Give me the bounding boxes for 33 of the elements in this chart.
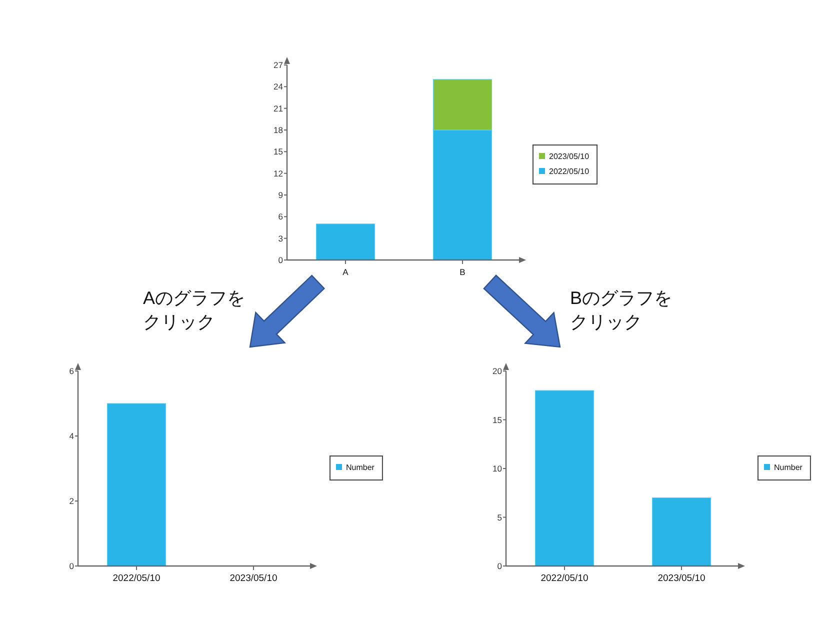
x-tick-label: B — [460, 267, 466, 277]
y-tick-label: 4 — [69, 431, 74, 441]
text: Aのグラフをクリック — [143, 287, 246, 334]
y-tick-label: 5 — [497, 512, 502, 522]
legend: Number — [330, 456, 383, 480]
y-tick-label: 6 — [69, 366, 74, 376]
x-tick-label: 2023/05/10 — [658, 573, 706, 584]
y-tick-label: 0 — [497, 561, 502, 571]
x-tick-label: A — [342, 267, 349, 277]
y-tick-label: 10 — [492, 464, 502, 474]
legend: Number — [758, 456, 811, 480]
y-tick-label: 21 — [274, 103, 284, 114]
y-tick-label: 3 — [278, 233, 284, 244]
y-tick-label: 24 — [274, 82, 284, 92]
y-tick-label: 15 — [274, 146, 284, 157]
y-tick-label: 0 — [69, 561, 74, 571]
y-tick-label: 6 — [278, 212, 284, 222]
y-tick-label: 18 — [274, 125, 284, 135]
legend-label: 2023/05/10 — [549, 152, 590, 161]
x-tick-label: 2023/05/10 — [230, 573, 278, 584]
x-tick-label: 2022/05/10 — [540, 573, 588, 584]
y-tick-label: 9 — [278, 190, 284, 200]
legend-label: Number — [774, 463, 803, 472]
y-tick-label: 2 — [69, 496, 74, 506]
y-tick-label: 27 — [274, 60, 284, 70]
y-tick-label: 15 — [492, 414, 502, 425]
x-tick-label: 2022/05/10 — [112, 573, 160, 584]
legend-label: 2022/05/10 — [549, 167, 590, 176]
y-tick-label: 20 — [492, 366, 502, 376]
y-tick-label: 0 — [278, 255, 284, 265]
text: Bのグラフをクリック — [570, 287, 674, 334]
legend-label: Number — [346, 463, 375, 472]
y-tick-label: 12 — [274, 168, 284, 178]
